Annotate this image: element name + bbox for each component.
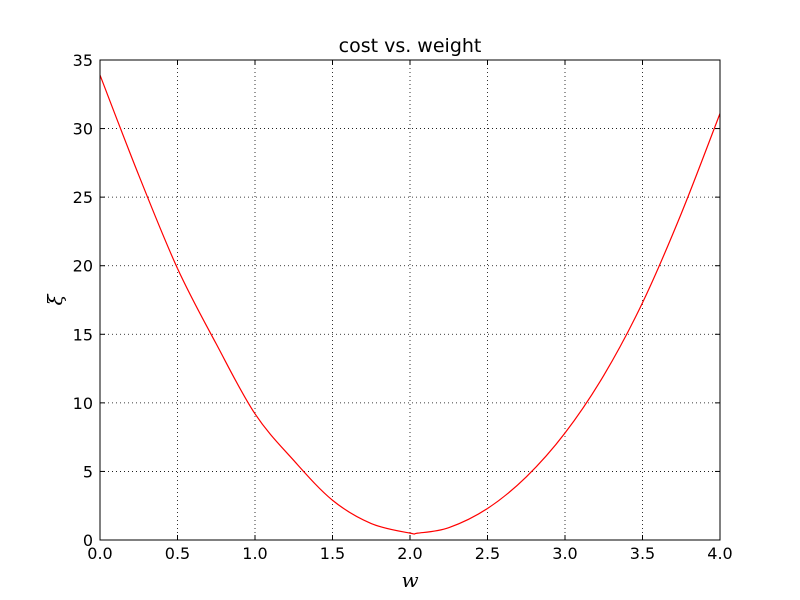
x-tick-label: 1.5 — [320, 544, 345, 563]
x-tick-label: 3.0 — [552, 544, 577, 563]
y-tick-label: 5 — [83, 462, 93, 481]
x-axis-label: w — [401, 568, 418, 592]
y-tick-label: 0 — [83, 531, 93, 550]
y-tick-label: 15 — [73, 325, 93, 344]
x-tick-label: 2.5 — [475, 544, 500, 563]
series-line-cost — [99, 74, 721, 535]
y-axis-label: ξ — [43, 294, 67, 306]
axis-ticks: 0.0 0.5 1.0 1.5 2.0 2.5 3.0 3.5 4.0 0 5 10 15 20 25 30 3… — [73, 51, 733, 563]
x-tick-label: 2.0 — [397, 544, 422, 563]
y-tick-label: 20 — [73, 257, 93, 276]
y-tick-label: 30 — [73, 120, 93, 139]
y-tick-label: 10 — [73, 394, 93, 413]
y-tick-label: 25 — [73, 188, 93, 207]
x-tick-label: 1.0 — [242, 544, 267, 563]
x-tick-label: 0.0 — [87, 544, 112, 563]
x-tick-label: 3.5 — [630, 544, 655, 563]
x-tick-label: 4.0 — [707, 544, 732, 563]
grid — [100, 60, 720, 540]
chart-title: cost vs. weight — [339, 35, 482, 57]
x-tick-label: 0.5 — [165, 544, 190, 563]
y-tick-label: 35 — [73, 51, 93, 70]
